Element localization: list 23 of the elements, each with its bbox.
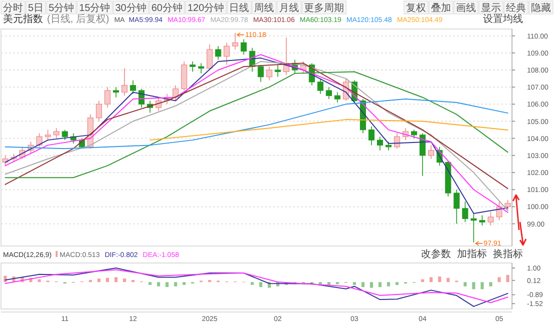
text: 15分钟 bbox=[79, 2, 110, 14]
text: 日线 bbox=[229, 2, 250, 14]
text: 30分钟 bbox=[115, 2, 146, 14]
text: 周线 bbox=[254, 2, 274, 14]
text: 画线 bbox=[456, 2, 476, 14]
text: 经典 bbox=[506, 2, 526, 14]
text: 60分钟 bbox=[151, 2, 182, 14]
text: 隐藏 bbox=[531, 2, 551, 14]
text: 显示 bbox=[481, 3, 501, 14]
chart-title: 美元指数 bbox=[3, 13, 43, 25]
text: 月线 bbox=[279, 2, 300, 14]
text: 设置均线 bbox=[483, 13, 523, 25]
text: 叠加 bbox=[431, 2, 451, 14]
chart-subtitle: (日线, 后复权) bbox=[47, 13, 110, 25]
text: 5分钟 bbox=[48, 2, 74, 14]
text: 分时 bbox=[3, 2, 23, 14]
text: 120分钟 bbox=[188, 2, 224, 14]
text: 改参数 bbox=[421, 248, 451, 260]
text: 复权 bbox=[406, 2, 426, 14]
text: 加指标 bbox=[457, 248, 487, 260]
text: 5日 bbox=[28, 3, 44, 14]
text: 换指标 bbox=[493, 248, 523, 260]
text: 更多周期 bbox=[304, 2, 344, 14]
